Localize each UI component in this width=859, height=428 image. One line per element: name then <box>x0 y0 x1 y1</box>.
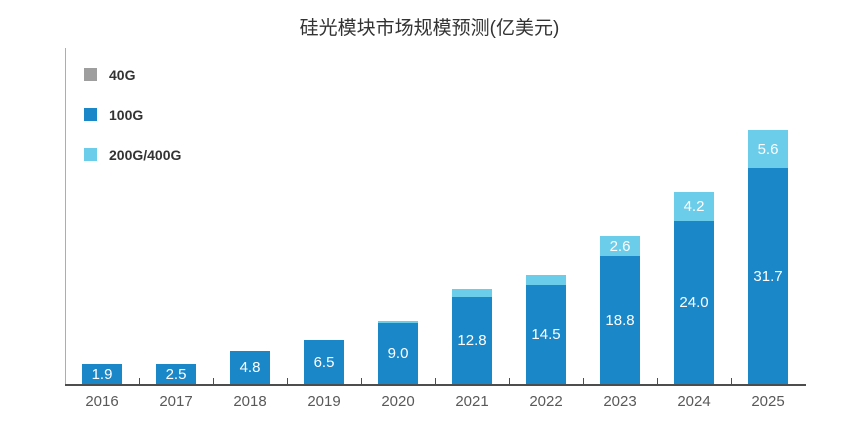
x-axis-label-2019: 2019 <box>307 393 341 410</box>
value-label: 24.0 <box>679 294 709 311</box>
bar-segment-100g: 12.8 <box>452 297 492 384</box>
x-axis-label-2021: 2021 <box>455 393 489 410</box>
bar-segment-200g-400g <box>378 321 418 323</box>
legend-item-100g: 100G <box>84 101 181 128</box>
value-label: 1.9 <box>91 365 113 383</box>
value-label: 12.8 <box>457 332 487 349</box>
x-tick <box>657 378 658 384</box>
x-axis-label-2018: 2018 <box>233 393 267 410</box>
legend-item-40g: 40G <box>84 61 181 88</box>
legend-swatch-icon <box>84 108 97 121</box>
bar-segment-100g: 6.5 <box>304 340 344 384</box>
value-label: 18.8 <box>605 311 635 329</box>
value-label: 31.7 <box>753 267 783 285</box>
x-tick <box>287 378 288 384</box>
bar-column-2018: 4.8 <box>230 351 270 384</box>
x-axis-label-2022: 2022 <box>529 393 563 410</box>
bar-segment-200g-400g: 5.6 <box>748 130 788 168</box>
x-tick <box>583 378 584 384</box>
bar-segment-100g: 9.0 <box>378 323 418 384</box>
bar-segment-100g: 31.7 <box>748 168 788 384</box>
bar-segment-200g-400g: 2.6 <box>600 236 640 256</box>
value-label: 9.0 <box>387 345 409 362</box>
bar-column-2024: 4.2 24.0 <box>674 192 714 384</box>
chart-title: 硅光模块市场规模预测(亿美元) <box>299 18 560 39</box>
bar-segment-100g: 4.8 <box>230 351 270 384</box>
bar-column-2025: 5.6 31.7 <box>748 130 788 384</box>
value-label: 2.5 <box>165 365 187 383</box>
y-axis-line <box>65 48 66 385</box>
bar-column-2021: 12.8 <box>452 289 492 384</box>
x-tick <box>213 378 214 384</box>
bar-segment-200g-400g <box>526 275 566 285</box>
legend-item-200g-400g: 200G/400G <box>84 141 181 168</box>
x-tick <box>361 378 362 384</box>
legend-label: 40G <box>109 66 136 83</box>
bar-segment-100g: 24.0 <box>674 221 714 384</box>
x-axis-line <box>65 384 806 386</box>
bar-segment-200g-400g <box>452 289 492 297</box>
x-axis-label-2016: 2016 <box>85 393 119 410</box>
bar-column-2016: 1.9 <box>82 364 122 384</box>
x-axis-label-2020: 2020 <box>381 393 415 410</box>
bar-column-2022: 14.5 <box>526 275 566 384</box>
legend-label: 200G/400G <box>109 146 182 163</box>
value-label: 4.2 <box>683 198 705 215</box>
bar-segment-100g: 18.8 <box>600 256 640 384</box>
bar-column-2017: 2.5 <box>156 364 196 384</box>
value-label: 14.5 <box>531 326 561 343</box>
x-tick <box>731 378 732 384</box>
x-axis-label-2017: 2017 <box>159 393 193 410</box>
x-axis-label-2025: 2025 <box>751 393 785 410</box>
bar-segment-100g: 2.5 <box>156 364 196 384</box>
x-tick <box>509 378 510 384</box>
bar-column-2019: 6.5 <box>304 340 344 384</box>
legend-swatch-icon <box>84 148 97 161</box>
bar-segment-100g: 1.9 <box>82 364 122 384</box>
legend: 40G 100G 200G/400G <box>84 61 181 181</box>
x-axis-label-2024: 2024 <box>677 393 711 410</box>
x-axis-label-2023: 2023 <box>603 393 637 410</box>
value-label: 2.6 <box>609 237 631 255</box>
bar-segment-100g: 14.5 <box>526 285 566 384</box>
bar-segment-200g-400g: 4.2 <box>674 192 714 221</box>
bar-column-2020: 9.0 <box>378 321 418 384</box>
x-tick <box>139 378 140 384</box>
value-label: 5.6 <box>757 140 779 158</box>
x-tick <box>435 378 436 384</box>
value-label: 4.8 <box>239 359 261 376</box>
legend-label: 100G <box>109 106 144 123</box>
bar-column-2023: 2.6 18.8 <box>600 236 640 384</box>
value-label: 6.5 <box>313 353 335 371</box>
legend-swatch-icon <box>84 68 97 81</box>
